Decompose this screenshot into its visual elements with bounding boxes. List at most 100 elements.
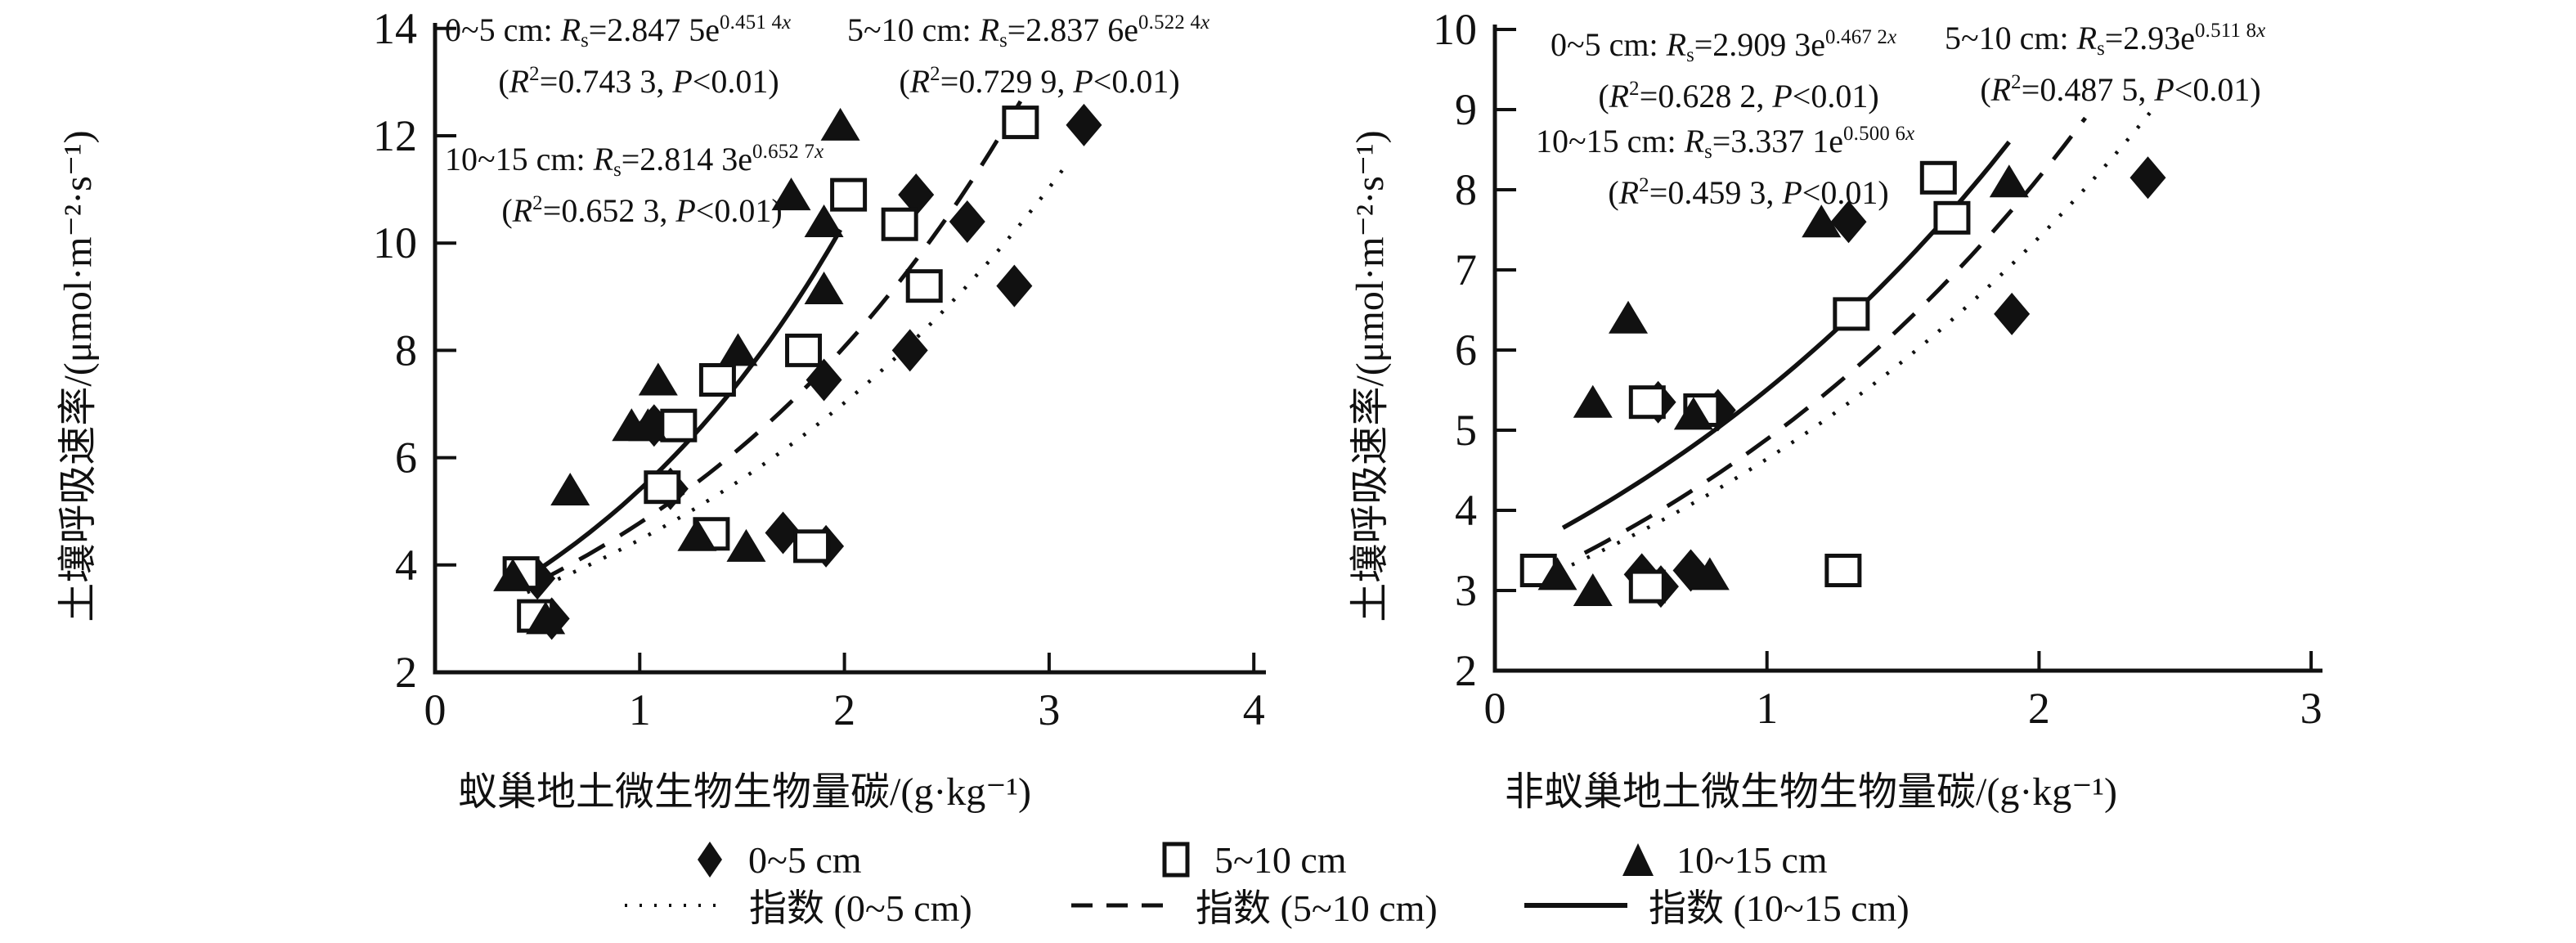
legend-label: 10~15 cm (1676, 838, 1828, 881)
equation-segment: R (1684, 123, 1705, 159)
legend-item-0-5cm: 0~5 cm (691, 837, 862, 882)
triangle-point (1690, 557, 1730, 590)
diamond-point (898, 173, 935, 217)
triangle-point (1573, 384, 1613, 418)
triangle-point (638, 362, 678, 396)
x-tick-label: 1 (629, 685, 651, 734)
y-tick-label: 14 (373, 4, 417, 53)
y-tick-label: 4 (1455, 486, 1477, 535)
equation-segment: ( (498, 63, 509, 100)
equation-segment: =2.814 3e (621, 141, 753, 177)
r2-line: (R2=0.459 3, P<0.01) (1536, 169, 1961, 221)
fit-line-dashed (1583, 116, 2087, 555)
triangle-point (677, 518, 717, 551)
triangle-point (493, 558, 533, 591)
y-tick-label: 6 (395, 433, 417, 483)
series-triangle (493, 107, 860, 635)
triangle-point (718, 333, 758, 366)
diamond-point (949, 200, 985, 243)
equation-segment: s (1704, 140, 1712, 163)
triangle-point (1573, 573, 1613, 606)
equation-segment: P (672, 63, 693, 100)
equation-segment: R (512, 192, 533, 229)
legend-item-5-10cm: 5~10 cm (1157, 837, 1347, 882)
triangle-marker-icon (1619, 838, 1657, 881)
diamond-point (996, 264, 1033, 308)
diamond-marker-icon (691, 838, 729, 881)
r2-line: (R2=0.487 5, P<0.01) (1945, 66, 2296, 118)
equation-segment: =2.909 3e (1694, 26, 1826, 63)
equation-segment: <0.01) (692, 63, 779, 100)
equation-segment: R (509, 63, 530, 100)
y-tick-label: 3 (1455, 566, 1477, 615)
equation-segment: s (999, 29, 1008, 52)
equation-segment: 0.467 2 (1825, 25, 1888, 48)
dashed-line-icon (1070, 900, 1176, 911)
equation-segment: P (675, 192, 696, 229)
equation-segment: R (979, 11, 1000, 48)
equation-segment: 2 (1639, 173, 1649, 196)
y-axis-title-right: 土壤呼吸速率/(μmol·m⁻²·s⁻¹) (1349, 130, 1392, 622)
triangle-glyph (1622, 843, 1654, 876)
equation-segment: x (1887, 25, 1897, 48)
equation-segment: ( (1608, 174, 1619, 211)
x-tick-label: 3 (2300, 684, 2322, 733)
diamond-point (891, 329, 928, 372)
equation-segment: R (1990, 71, 2012, 108)
equation-segment: 0.522 4 (1138, 11, 1201, 34)
square-point (660, 408, 698, 442)
equation-segment: =0.487 5, (2021, 71, 2155, 108)
equation-segment: 0.511 8 (2195, 19, 2257, 42)
y-tick-label: 2 (395, 648, 417, 697)
fit-line-solid (522, 228, 842, 582)
panel-ant-nest: 2 4 6 8 10 12 14 0 1 2 3 4 土壤呼吸速率/(μmol·m⁻²·s⁻¹) 蚁巢… (0, 0, 1308, 826)
equation-segment: =0.652 3, (542, 192, 676, 229)
square-glyph (1162, 842, 1190, 878)
y-tick-label: 8 (395, 326, 417, 375)
equation-segment: <0.01) (1792, 78, 1879, 115)
equation-segment: =2.93e (2104, 20, 2196, 56)
equation-segment: =0.729 9, (940, 63, 1074, 100)
square-point (785, 333, 823, 367)
equation-segment: R (593, 141, 614, 177)
legend-item-10-15cm: 10~15 cm (1619, 837, 1828, 882)
diamond-point (765, 511, 801, 555)
square-point (1628, 385, 1666, 420)
equation-segment: ( (501, 192, 513, 229)
square-point (881, 207, 918, 241)
equation-10-15cm-right: 10~15 cm: Rs=3.337 1e0.500 6x (R2=0.459 … (1536, 118, 1961, 221)
y-tick-label: 10 (373, 218, 417, 267)
triangle-point (804, 204, 844, 237)
square-point (793, 529, 831, 564)
x-tick-label: 2 (833, 685, 855, 734)
square-point (1002, 106, 1039, 140)
equation-segment: R (2076, 20, 2098, 56)
axes: 2 3 4 5 6 7 8 9 10 0 1 2 3 (1433, 5, 2322, 733)
equation-segment: =2.837 6e (1007, 11, 1139, 48)
equation-segment: =0.743 3, (539, 63, 673, 100)
equation-segment: s (2097, 37, 2105, 60)
equation-segment: 2 (930, 62, 940, 85)
legend-item-exp-0-5cm: 指数 (0~5 cm) (623, 883, 972, 929)
equation-segment: P (1073, 63, 1093, 100)
y-tick-label: 8 (1455, 165, 1477, 214)
equation-segment: 0.500 6 (1843, 122, 1906, 145)
dashed-glyph (1071, 903, 1174, 908)
y-tick-label: 9 (1455, 85, 1477, 134)
r2-line: (R2=0.743 3, P<0.01) (445, 58, 832, 110)
x-axis-title-right: 非蚁巢地土微生物生物量碳/(g·kg⁻¹) (1505, 770, 2118, 814)
fit-line-dotted (1540, 107, 2155, 581)
fit-line-dashed (536, 100, 1023, 584)
y-axis-title-left: 土壤呼吸速率/(μmol·m⁻²·s⁻¹) (56, 130, 100, 622)
equation-line: 5~10 cm: Rs=2.93e0.511 8x (1945, 15, 2296, 66)
x-tick-label: 1 (1756, 684, 1778, 733)
diamond-point (806, 358, 842, 402)
equation-segment: =2.847 5e (588, 11, 720, 48)
diamond-point (2129, 156, 2166, 200)
equation-segment: 0~5 cm: (1551, 26, 1667, 63)
square-point (830, 177, 868, 212)
triangle-point (1537, 557, 1577, 590)
